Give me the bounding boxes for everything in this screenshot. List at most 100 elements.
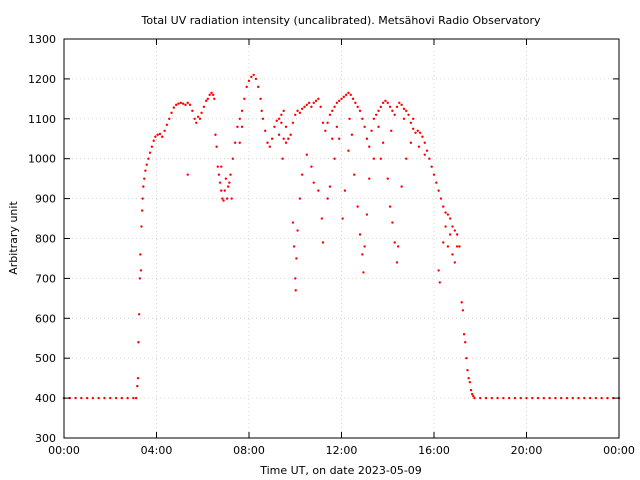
data-point — [282, 137, 285, 140]
data-point — [263, 129, 267, 132]
data-point — [455, 245, 459, 248]
data-point — [400, 103, 403, 107]
data-point — [386, 177, 389, 180]
data-point — [349, 93, 352, 97]
data-point — [172, 106, 176, 109]
data-point — [418, 131, 422, 134]
data-point — [91, 396, 95, 400]
data-point — [479, 396, 482, 400]
data-point — [448, 217, 452, 220]
data-point — [600, 396, 603, 400]
data-point — [411, 127, 415, 130]
data-point — [536, 396, 540, 400]
data-point — [490, 396, 494, 400]
data-point — [300, 173, 304, 176]
data-point — [158, 132, 162, 136]
data-point — [222, 199, 225, 202]
data-point — [163, 129, 166, 132]
data-point — [409, 141, 413, 144]
data-point — [502, 396, 505, 400]
data-point — [425, 149, 429, 152]
y-tick-label: 900 — [35, 193, 56, 206]
data-point — [409, 121, 413, 124]
data-point — [324, 129, 327, 132]
data-point — [335, 125, 339, 128]
data-point — [305, 103, 309, 107]
data-point — [368, 145, 371, 148]
data-point — [588, 396, 592, 400]
data-point — [270, 137, 274, 140]
data-point — [275, 119, 278, 122]
data-point — [398, 101, 401, 105]
data-point — [396, 245, 400, 248]
data-point — [350, 133, 354, 136]
data-point — [333, 105, 336, 109]
data-point — [362, 271, 365, 274]
data-point — [405, 157, 408, 160]
data-point — [319, 105, 322, 109]
data-point — [177, 102, 180, 105]
data-point — [372, 117, 376, 121]
data-point — [97, 396, 100, 400]
data-point — [143, 177, 146, 180]
data-point — [444, 225, 447, 228]
data-point — [377, 109, 380, 113]
data-point — [467, 376, 470, 380]
data-point — [361, 253, 364, 256]
data-point — [381, 141, 385, 144]
data-point — [388, 205, 392, 208]
data-point — [446, 245, 450, 248]
data-point — [388, 105, 392, 109]
data-point — [214, 133, 217, 136]
data-point — [335, 101, 339, 105]
data-point — [223, 189, 226, 192]
data-point — [451, 253, 454, 256]
data-point — [307, 101, 311, 105]
data-point — [247, 79, 251, 83]
data-point — [342, 95, 346, 99]
data-point — [344, 93, 348, 97]
data-point — [594, 396, 598, 400]
data-point — [198, 117, 202, 121]
data-point — [321, 241, 325, 244]
data-point — [126, 396, 129, 400]
data-point — [326, 121, 329, 124]
data-point — [210, 91, 213, 95]
data-point — [148, 151, 152, 154]
data-point — [140, 225, 143, 228]
data-point — [294, 113, 297, 117]
data-point — [365, 137, 369, 140]
data-point — [365, 213, 369, 216]
data-point — [448, 233, 452, 236]
data-point — [395, 261, 399, 264]
data-point — [170, 111, 173, 115]
data-point — [74, 396, 77, 400]
data-point — [314, 99, 318, 103]
data-point — [298, 111, 302, 115]
data-point — [470, 392, 474, 396]
data-point — [147, 157, 150, 160]
data-point — [213, 97, 216, 101]
data-point — [473, 396, 476, 400]
data-point — [361, 117, 364, 121]
x-tick-label: 20:00 — [511, 444, 543, 457]
data-point — [137, 341, 140, 344]
data-point — [238, 141, 241, 144]
data-point — [453, 261, 457, 264]
x-tick-label: 00:00 — [603, 444, 635, 457]
data-point — [372, 157, 376, 160]
data-point — [233, 141, 237, 144]
data-point — [218, 181, 222, 184]
data-point — [205, 99, 208, 103]
data-point — [317, 189, 320, 192]
data-point — [525, 396, 528, 400]
data-point — [156, 133, 159, 136]
y-tick-label: 1300 — [28, 33, 56, 46]
data-point — [142, 185, 145, 188]
data-point — [356, 205, 359, 208]
data-point — [405, 109, 408, 113]
data-point — [138, 277, 142, 280]
data-point — [229, 173, 232, 176]
data-point — [103, 396, 106, 400]
